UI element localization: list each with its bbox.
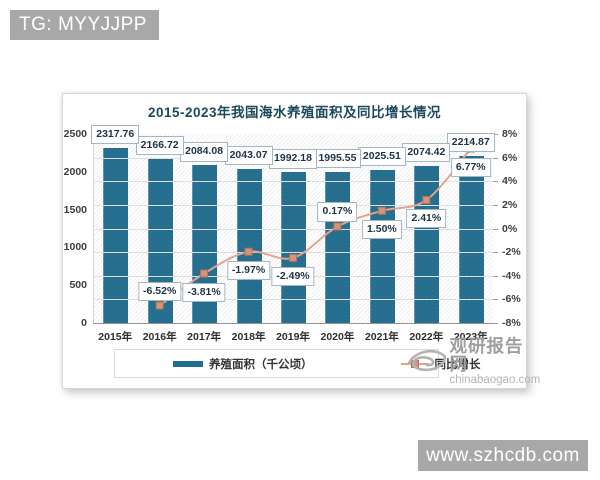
bar-value-label: 2025.51: [357, 146, 406, 166]
x-axis-label: 2017年: [187, 331, 222, 343]
bar-2015年: [103, 147, 129, 323]
y-axis-label-right: 6%: [502, 151, 518, 164]
y-axis-label-left: 1500: [63, 203, 87, 216]
y-axis-label-right: 2%: [502, 198, 518, 211]
watermark-name: 观研报告网: [449, 336, 524, 375]
y-axis-label-right: 8%: [502, 128, 518, 140]
y-axis-label-left: 500: [69, 279, 87, 292]
chart-panel: 2015-2023年我国海水养殖面积及同比增长情况 6.77% 2.41% 1.50…: [62, 93, 540, 389]
bar-series-swatch-icon: [173, 360, 203, 367]
growth-value-label: -3.81%: [182, 282, 226, 302]
bar-value-label: 2214.87: [446, 132, 495, 152]
growth-value-label: 6.77%: [450, 157, 491, 177]
y-axis-label-left: 2500: [63, 128, 87, 140]
y-axis-tick-right: [493, 323, 498, 324]
y-axis-tick-right: [493, 134, 498, 135]
y-axis-label-right: 0%: [502, 222, 518, 235]
szhcdb-watermark-badge: www.szhcdb.com: [418, 440, 588, 471]
growth-value-label: 0.17%: [317, 202, 358, 222]
legend: 养殖面积（千公顷） 同比增长: [114, 349, 481, 378]
growth-value-label: -2.49%: [271, 266, 315, 287]
x-axis-label: 2023年: [453, 331, 488, 343]
y-axis-label-left: 2000: [63, 165, 87, 178]
legend-item-area: 养殖面积（千公顷）: [173, 356, 313, 372]
bar-value-label: 2317.76: [91, 124, 140, 144]
bar-value-label: 2166.72: [135, 136, 184, 156]
y-axis-tick-right: [493, 252, 498, 254]
chart-title: 2015-2023年我国海水养殖面积及同比增长情况: [147, 105, 442, 120]
watermark: 观研报告网 chinabaogao.com: [407, 337, 541, 386]
y-axis-label-right: -6%: [502, 293, 521, 306]
y-axis-tick-right: [493, 299, 498, 301]
growth-value-label: 2.41%: [406, 209, 447, 229]
y-axis-tick-right: [493, 275, 498, 277]
bar-value-label: 1992.18: [269, 149, 317, 169]
x-axis-label: 2022年: [409, 331, 444, 343]
growth-value-label: -6.52%: [138, 281, 182, 301]
y-axis-tick-right: [493, 181, 498, 183]
legend-label-growth: 同比增长: [434, 358, 481, 371]
x-axis-label: 2018年: [231, 331, 266, 343]
x-axis-label: 2016年: [142, 331, 177, 343]
y-axis-tick-right: [493, 204, 498, 206]
growth-value-label: -1.97%: [226, 260, 271, 280]
watermark-text: 观研报告网 chinabaogao.com: [449, 337, 540, 386]
bar-value-label: 2084.08: [180, 142, 229, 162]
y-axis-label-right: -8%: [502, 317, 521, 329]
watermark-domain: chinabaogao.com: [449, 373, 541, 386]
bar-value-label: 2074.42: [402, 143, 451, 163]
y-axis-tick-right: [493, 157, 498, 159]
bar-value-label: 1995.55: [313, 149, 362, 169]
x-axis-label: 2021年: [364, 331, 399, 343]
x-axis-label: 2019年: [276, 331, 310, 343]
y-axis-label-right: 4%: [502, 175, 518, 188]
legend-label-area: 养殖面积（千公顷）: [209, 358, 313, 371]
x-axis-line: [93, 323, 493, 324]
growth-value-label: 1.50%: [361, 219, 402, 239]
bar-value-label: 2043.07: [224, 145, 273, 165]
telegram-watermark-badge: TG: MYYJJPP: [10, 10, 159, 40]
y-axis-label-left: 1000: [63, 241, 87, 254]
x-axis-label: 2020年: [320, 331, 355, 343]
chinabaogao-eye-logo-icon: [407, 350, 446, 372]
y-axis-label-left: 0: [81, 317, 87, 329]
y-axis-label-right: -2%: [502, 246, 521, 259]
y-axis-tick-right: [493, 228, 498, 230]
y-axis-label-right: -4%: [502, 269, 521, 282]
x-axis-label: 2015年: [98, 331, 133, 343]
